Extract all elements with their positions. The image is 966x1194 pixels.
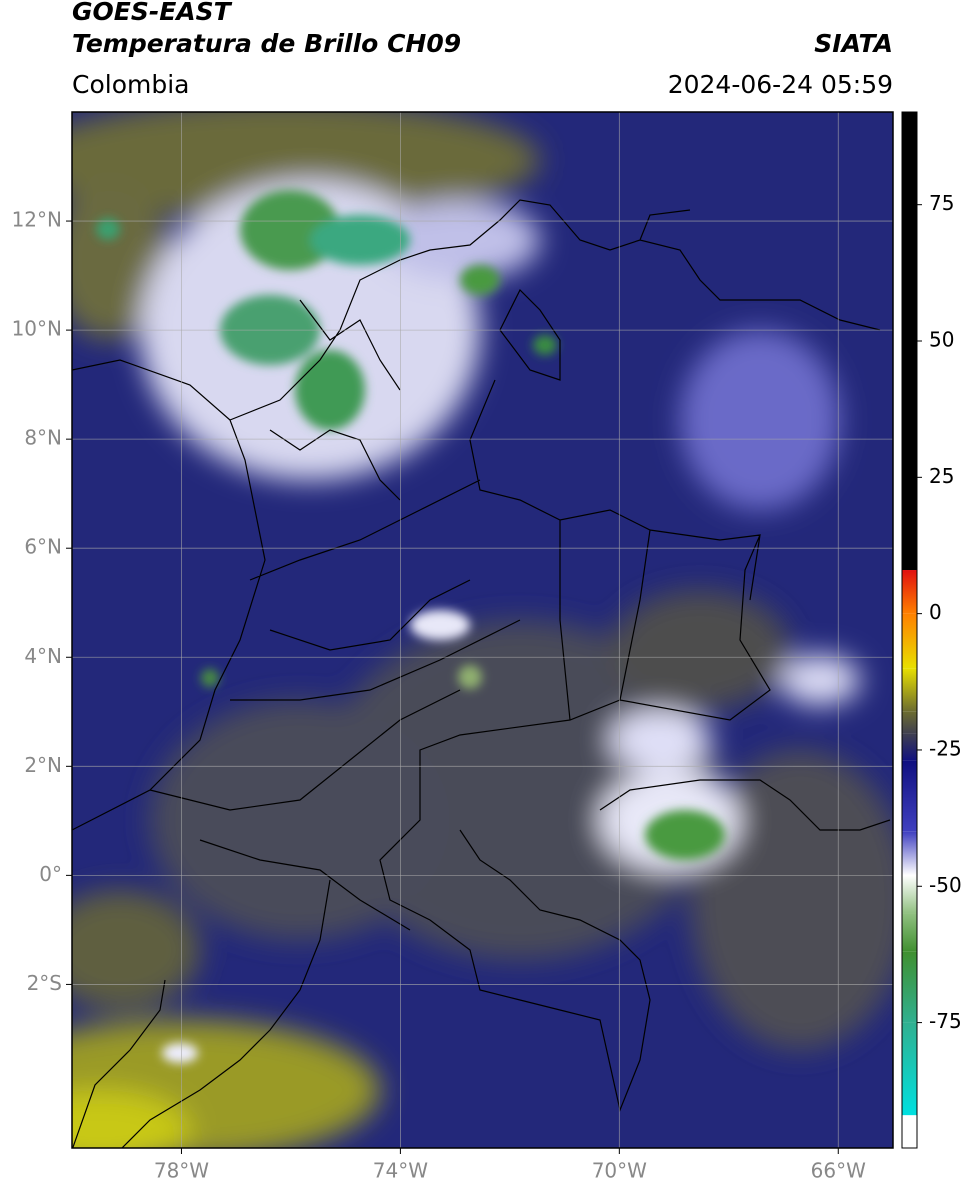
colorbar: 75 50 25 0 -25 -50 -75 [902,112,962,1148]
y-tick-label: 10°N [12,317,62,341]
colorbar-segment [902,733,917,761]
colorbar-segment [902,112,917,571]
colorbar-segment [902,668,917,712]
y-tick-label: 2°S [27,971,62,995]
colorbar-tick-label: 50 [929,328,954,352]
y-tick-label: 8°N [24,426,62,450]
y-tick-label: 4°N [24,644,62,668]
colorbar-segment [902,760,917,832]
region: Colombia [72,70,189,99]
y-tick-label: 2°N [24,753,62,777]
x-tick-label: 78°W [154,1159,209,1183]
datetime: 2024-06-24 05:59 [668,70,893,99]
map-frame [71,111,894,1149]
colorbar-tick-label: 0 [929,600,942,624]
product: Temperatura de Brillo CH09 [72,29,461,58]
colorbar-tick-label: 75 [929,191,954,215]
colorbar-segment [902,711,917,734]
colorbar-segment [902,831,917,876]
colorbar-segment [902,1115,917,1148]
colorbar-tick-label: -50 [929,873,962,897]
satellite-image [72,112,893,1148]
colorbar-segment [902,875,917,914]
colorbar-tick-label: 25 [929,464,954,488]
colorbar-segment [902,570,917,614]
colorbar-tick-label: -25 [929,736,962,760]
colorbar-segment [902,913,917,952]
x-tick-label: 74°W [373,1159,428,1183]
agency: SIATA [814,29,893,58]
colorbar-segment [902,1022,917,1116]
colorbar-tick-label: -75 [929,1009,962,1033]
y-tick-label: 6°N [24,535,62,559]
satellite: GOES-EAST [72,0,233,26]
gridlines [72,112,893,1148]
y-tick-label: 12°N [12,208,62,232]
x-tick-label: 70°W [592,1159,647,1183]
colorbar-frame [901,111,918,1149]
colorbar-segment [902,613,917,669]
colorbar-segment [902,951,917,1023]
y-tick-label: 0° [39,862,62,886]
x-tick-label: 66°W [811,1159,866,1183]
